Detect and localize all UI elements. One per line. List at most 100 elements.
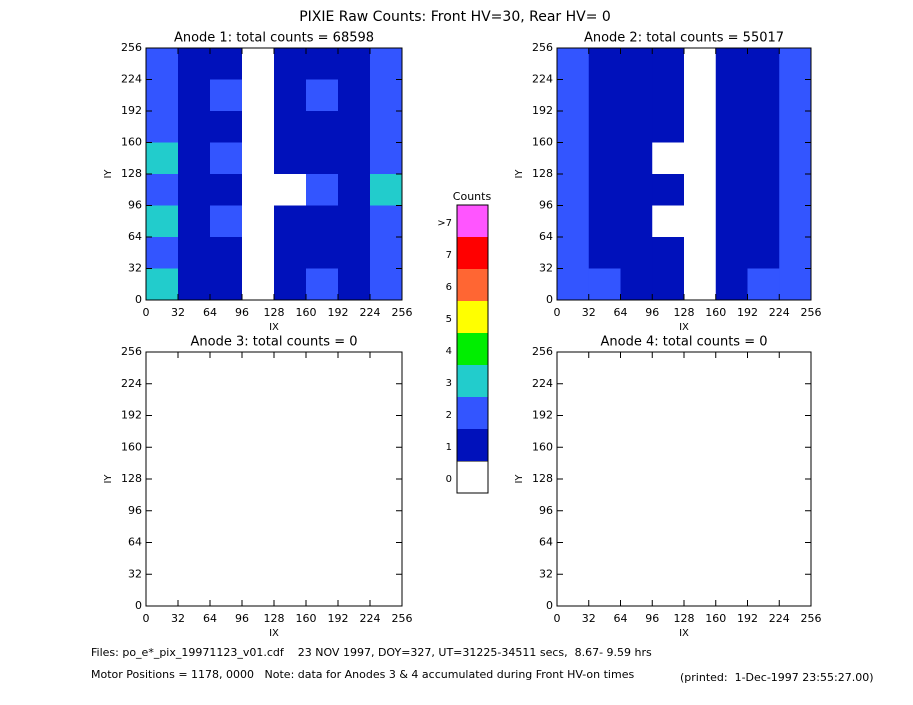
x-axis-label: IX: [269, 322, 279, 333]
heatmap-cell: [588, 268, 621, 301]
plot-frame: [556, 351, 812, 607]
y-tick-label: 32: [128, 262, 142, 275]
heatmap-cell: [338, 237, 371, 269]
y-tick-label: 256: [532, 41, 553, 54]
x-tick-label: 256: [392, 612, 413, 625]
heatmap-cell: [306, 268, 339, 301]
heatmap-cell: [747, 237, 780, 269]
heatmap-cell: [274, 237, 307, 269]
heatmap-cell: [557, 111, 590, 143]
x-tick-label: 160: [705, 612, 726, 625]
heatmap-cell: [338, 111, 371, 143]
heatmap-cell: [779, 48, 812, 80]
y-tick-label: 224: [121, 377, 142, 390]
heatmap-cell: [747, 174, 780, 206]
y-tick-label: 0: [546, 599, 553, 612]
heatmap-cell: [370, 48, 403, 80]
heatmap-cell: [652, 48, 685, 80]
x-tick-label: 224: [769, 612, 790, 625]
y-tick-label: 64: [539, 536, 553, 549]
heatmap-cell: [242, 174, 275, 206]
heatmap-cell: [684, 48, 717, 80]
x-tick-label: 0: [143, 306, 150, 319]
heatmap-cell: [779, 142, 812, 175]
colorbar-box: [457, 333, 488, 365]
colorbar-label: 2: [446, 410, 452, 421]
heatmap-cell: [684, 79, 717, 112]
heatmap-cell: [178, 79, 211, 112]
heatmap-cell: [274, 174, 307, 206]
heatmap-cell: [620, 268, 653, 301]
heatmap-cell: [242, 111, 275, 143]
heatmap-cell: [370, 205, 403, 238]
heatmap-cell: [652, 174, 685, 206]
heatmap-cell: [242, 237, 275, 269]
heatmap-cell: [274, 205, 307, 238]
y-tick-label: 256: [532, 345, 553, 358]
heatmap-cell: [715, 79, 748, 112]
heatmap-cell: [210, 205, 243, 238]
figure-title: PIXIE Raw Counts: Front HV=30, Rear HV= …: [299, 9, 611, 25]
heatmap-cell: [370, 142, 403, 175]
x-tick-label: 192: [737, 612, 758, 625]
heatmap-cell: [684, 142, 717, 175]
heatmap-cell: [146, 79, 179, 112]
y-tick-label: 64: [539, 230, 553, 243]
heatmap-cell: [747, 142, 780, 175]
heatmap-cell: [370, 237, 403, 269]
x-tick-label: 96: [235, 612, 249, 625]
footer-printed: (printed: 1-Dec-1997 23:55:27.00): [680, 671, 874, 684]
x-tick-label: 256: [392, 306, 413, 319]
heatmap-cell: [747, 268, 780, 301]
heatmap-cell: [779, 237, 812, 269]
panel-title: Anode 4: total counts = 0: [601, 335, 768, 350]
heatmap-cell: [306, 111, 339, 143]
heatmap-cell: [715, 237, 748, 269]
y-tick-label: 224: [532, 73, 553, 86]
heatmap-cell: [652, 205, 685, 238]
heatmap-cell: [306, 48, 339, 80]
x-tick-label: 64: [614, 612, 628, 625]
y-tick-label: 224: [532, 377, 553, 390]
heatmap-cell: [338, 174, 371, 206]
colorbar-label: 0: [446, 474, 452, 485]
heatmap-cell: [715, 111, 748, 143]
heatmap-cell: [210, 48, 243, 80]
heatmap-cell: [779, 174, 812, 206]
heatmap-cell: [178, 111, 211, 143]
colorbar-box: [457, 269, 488, 301]
plot-frame: [145, 351, 403, 607]
x-tick-label: 128: [674, 306, 695, 319]
heatmap-cell: [684, 111, 717, 143]
y-tick-label: 0: [135, 599, 142, 612]
colorbar-label: 4: [446, 346, 452, 357]
y-tick-label: 160: [121, 440, 142, 453]
x-tick-label: 0: [143, 612, 150, 625]
y-tick-label: 128: [532, 167, 553, 180]
x-axis-label: IX: [679, 628, 689, 639]
x-tick-label: 224: [360, 612, 381, 625]
y-tick-label: 128: [121, 167, 142, 180]
x-tick-label: 0: [554, 306, 561, 319]
heatmap-cell: [715, 142, 748, 175]
x-tick-label: 32: [582, 306, 596, 319]
y-tick-label: 192: [121, 104, 142, 117]
colorbar-label: 1: [446, 442, 452, 453]
x-tick-label: 128: [264, 306, 285, 319]
y-tick-label: 96: [128, 199, 142, 212]
x-tick-label: 32: [582, 612, 596, 625]
heatmap-cell: [557, 237, 590, 269]
heatmap-cell: [146, 237, 179, 269]
y-axis-label: IY: [514, 474, 525, 484]
x-tick-label: 64: [203, 612, 217, 625]
colorbar-label: >7: [437, 218, 452, 229]
heatmap-cell: [652, 111, 685, 143]
colorbar-box: [457, 237, 488, 269]
heatmap-cell: [557, 48, 590, 80]
colorbar-box: [457, 205, 488, 237]
heatmap-cell: [210, 174, 243, 206]
heatmap-cell: [588, 79, 621, 112]
heatmap-cell: [242, 142, 275, 175]
